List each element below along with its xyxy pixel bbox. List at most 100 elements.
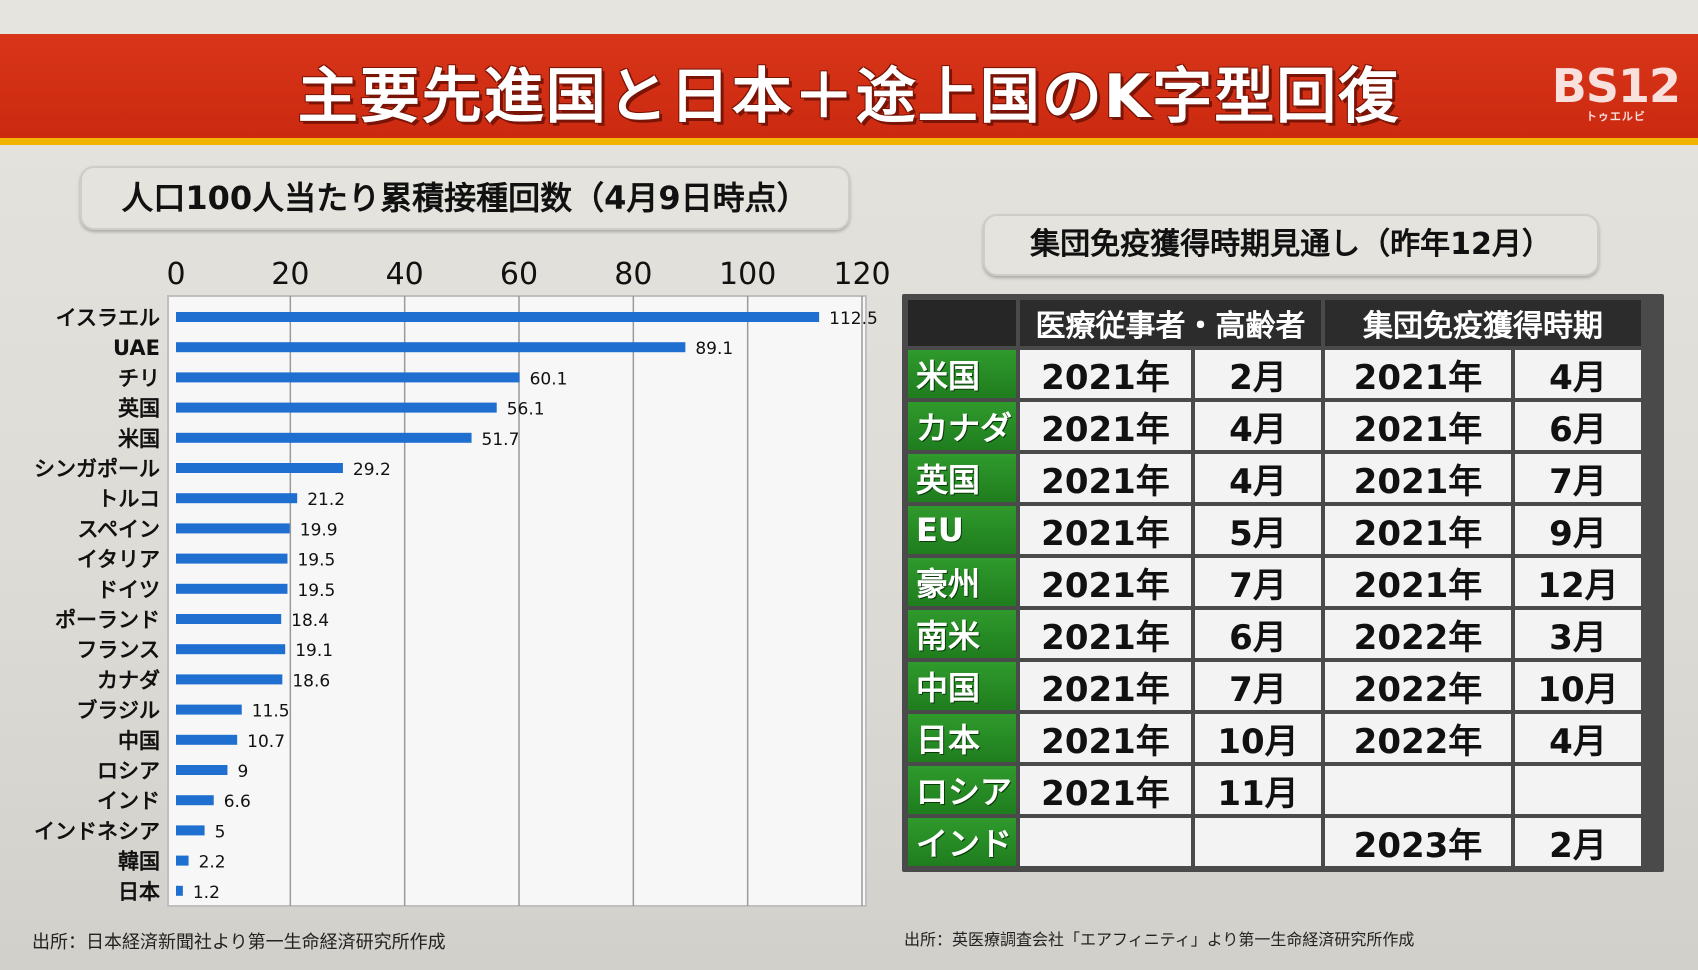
data-label: 10.7: [247, 732, 285, 752]
month-cell: 3月: [1513, 608, 1643, 660]
category-label: イタリア: [77, 548, 160, 572]
table-source: 出所：英医療調査会社「エアフィニティ」より第一生命経済研究所作成: [904, 930, 1415, 949]
category-label: UAE: [113, 336, 160, 360]
data-label: 9: [237, 762, 248, 782]
category-label: ドイツ: [97, 578, 160, 602]
month-cell: [1513, 764, 1643, 816]
year-cell: [1323, 764, 1513, 816]
country-cell: ロシア: [906, 764, 1018, 816]
table-row: 日本 2021年 10月 2022年 4月: [906, 712, 1660, 764]
month-cell: 6月: [1193, 608, 1323, 660]
header-herd-immunity: 集団免疫獲得時期: [1323, 298, 1643, 348]
year-cell: 2021年: [1323, 348, 1513, 400]
month-cell: 2月: [1513, 816, 1643, 868]
month-cell: 7月: [1193, 556, 1323, 608]
data-label: 56.1: [507, 400, 545, 420]
country-cell: 米国: [906, 348, 1018, 400]
data-label: 5: [215, 822, 226, 842]
year-cell: 2021年: [1018, 556, 1193, 608]
category-label: インド: [97, 789, 160, 813]
month-cell: 4月: [1193, 400, 1323, 452]
category-label: イスラエル: [56, 306, 160, 330]
month-cell: 4月: [1513, 712, 1643, 764]
year-cell: [1018, 816, 1193, 868]
category-label: シンガポール: [34, 457, 160, 481]
table-row: EU 2021年 5月 2021年 9月: [906, 504, 1660, 556]
category-label: スペイン: [77, 517, 160, 541]
data-label: 21.2: [307, 490, 345, 510]
x-tick-label: 60: [500, 257, 538, 292]
logo-sub: トゥエルビ: [1585, 110, 1646, 123]
country-cell: EU: [906, 504, 1018, 556]
bar: [176, 855, 189, 866]
category-label: 日本: [118, 880, 160, 904]
table-header: 集団免疫獲得時期見通し（昨年12月）: [983, 214, 1599, 276]
table-row: ロシア 2021年 11月: [906, 764, 1660, 816]
bar: [176, 765, 228, 775]
table-row: 南米 2021年 6月 2022年 3月: [906, 608, 1660, 660]
data-label: 18.6: [292, 671, 330, 691]
chart-source: 出所：日本経済新聞社より第一生命経済研究所作成: [32, 932, 446, 953]
x-tick-label: 120: [833, 257, 890, 292]
bar: [176, 825, 205, 836]
x-tick-label: 20: [271, 257, 309, 292]
month-cell: 7月: [1193, 660, 1323, 712]
year-cell: 2021年: [1323, 452, 1513, 504]
year-cell: 2021年: [1018, 764, 1193, 816]
bar: [176, 342, 686, 353]
country-cell: 豪州: [906, 556, 1018, 608]
bar-chart: 020406080100120(回)112.5イスラエル89.1UAE60.1チ…: [34, 257, 891, 907]
category-label: ロシア: [97, 759, 160, 783]
year-cell: 2022年: [1323, 660, 1513, 712]
month-cell: 5月: [1193, 504, 1323, 556]
category-label: チリ: [118, 366, 160, 390]
logo-main: BS12: [1551, 59, 1681, 113]
data-label: 18.4: [291, 611, 329, 631]
bar: [176, 553, 288, 564]
month-cell: 11月: [1193, 764, 1323, 816]
bar: [176, 885, 183, 896]
country-cell: 中国: [906, 660, 1018, 712]
data-label: 51.7: [482, 430, 520, 450]
data-label: 60.1: [530, 369, 568, 389]
bar: [176, 432, 472, 443]
table-header-row: 医療従事者・高齢者 集団免疫獲得時期: [906, 298, 1660, 348]
data-label: 6.6: [224, 792, 251, 812]
table-row: 英国 2021年 4月 2021年 7月: [906, 452, 1660, 504]
bar: [176, 372, 520, 383]
bar: [176, 523, 290, 534]
month-cell: 10月: [1193, 712, 1323, 764]
table-row: 中国 2021年 7月 2022年 10月: [906, 660, 1660, 712]
table-row: インド 2023年 2月: [906, 816, 1660, 868]
year-cell: 2021年: [1018, 608, 1193, 660]
month-cell: 4月: [1193, 452, 1323, 504]
data-label: 29.2: [353, 460, 391, 480]
year-cell: 2021年: [1323, 504, 1513, 556]
year-cell: 2021年: [1018, 660, 1193, 712]
year-cell: 2021年: [1018, 452, 1193, 504]
country-cell: 英国: [906, 452, 1018, 504]
page-title: 主要先進国と日本＋途上国のK字型回復: [297, 62, 1401, 132]
bar: [176, 583, 288, 594]
year-cell: 2022年: [1323, 712, 1513, 764]
category-label: フランス: [76, 638, 160, 662]
bar: [176, 463, 343, 473]
data-label: 1.2: [193, 883, 220, 903]
bar: [176, 312, 820, 322]
bar: [176, 795, 214, 806]
year-cell: 2021年: [1018, 400, 1193, 452]
table-row: 豪州 2021年 7月 2021年 12月: [906, 556, 1660, 608]
category-label: ポーランド: [55, 608, 160, 632]
category-label: ブラジル: [76, 699, 160, 723]
bar: [176, 674, 283, 685]
table-row: 米国 2021年 2月 2021年 4月: [906, 348, 1660, 400]
x-tick-label: 100: [719, 257, 776, 292]
bar: [176, 734, 238, 745]
title-banner: 主要先進国と日本＋途上国のK字型回復 BS12 トゥエルビ: [0, 34, 1698, 145]
country-cell: カナダ: [906, 400, 1018, 452]
year-cell: 2021年: [1018, 348, 1193, 400]
bar: [176, 402, 497, 413]
month-cell: 6月: [1513, 400, 1643, 452]
month-cell: 10月: [1513, 660, 1643, 712]
month-cell: 7月: [1513, 452, 1643, 504]
